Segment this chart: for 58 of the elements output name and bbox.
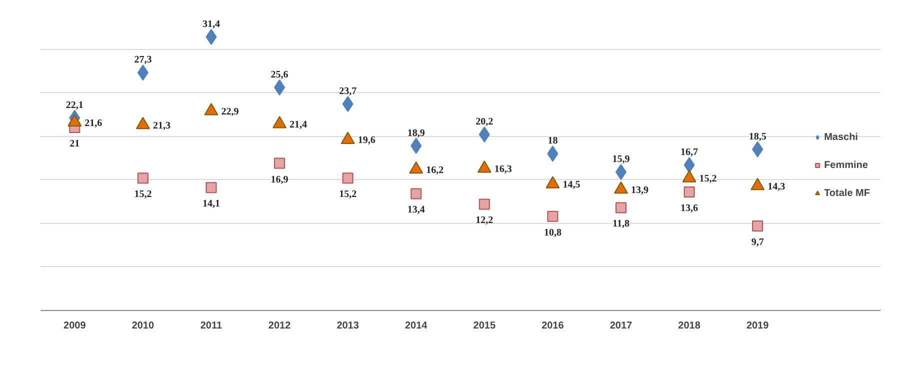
data-label: 9,7: [751, 236, 764, 248]
data-label: 15,2: [339, 189, 357, 200]
x-tick-label: 2015: [473, 320, 496, 332]
point: [137, 172, 148, 184]
data-label: 12,2: [476, 215, 494, 226]
data-label: 16,3: [494, 164, 512, 175]
data-label: 13,6: [680, 203, 698, 214]
data-label: 20,2: [476, 116, 494, 128]
x-tick-label: 2012: [268, 320, 292, 332]
data-label: 15,2: [699, 174, 717, 185]
point: [342, 172, 354, 184]
x-tick-label: 2019: [746, 320, 770, 332]
data-label: 13,4: [407, 204, 425, 216]
point: [615, 202, 626, 214]
point: [410, 188, 422, 200]
legend-label: Femmine: [824, 160, 868, 170]
point: [274, 158, 286, 169]
data-label: 15,2: [134, 189, 152, 200]
point: [478, 126, 490, 142]
data-label: 22,9: [221, 106, 239, 118]
data-label: 16,2: [426, 164, 444, 176]
data-label: 22,1: [66, 100, 84, 111]
data-label: 27,3: [134, 54, 152, 66]
x-tick-label: 2016: [542, 320, 564, 332]
data-label: 25,6: [270, 69, 288, 80]
x-tick-label: 2018: [678, 320, 701, 332]
data-label: 14,3: [768, 181, 786, 192]
data-label: 14,1: [202, 198, 220, 210]
data-label: 21,3: [152, 120, 170, 132]
data-label: 16,7: [680, 146, 698, 158]
point: [684, 186, 695, 198]
x-tick-label: 2017: [610, 320, 633, 332]
data-label: 31,4: [202, 18, 220, 30]
data-label: 13,9: [630, 184, 648, 196]
data-label: 10,8: [544, 227, 562, 238]
data-label: 14,5: [562, 180, 580, 191]
x-tick-label: 2009: [64, 320, 86, 332]
legend-label: Totale MF: [824, 188, 870, 198]
x-tick-label: 2013: [336, 320, 360, 332]
x-tick-label: 2010: [132, 320, 154, 332]
data-label: 11,8: [612, 218, 630, 230]
data-label: 18,5: [748, 131, 766, 142]
x-tick-label: 2011: [200, 320, 223, 332]
data-label: 23,7: [339, 86, 357, 98]
point: [547, 210, 558, 222]
data-label: 21,4: [290, 120, 308, 131]
point: [206, 182, 217, 194]
data-label: 15,9: [612, 154, 630, 165]
data-label: 21,6: [84, 118, 102, 129]
data-label: 19,6: [358, 135, 376, 146]
point: [752, 220, 764, 232]
x-tick-label: 2014: [404, 320, 428, 332]
data-label: 16,9: [270, 174, 288, 186]
data-label: 21: [70, 138, 80, 150]
legend-label: Maschi: [824, 132, 858, 142]
data-label: 18,9: [407, 128, 425, 139]
point: [478, 198, 490, 210]
data-label: 18: [548, 136, 558, 147]
